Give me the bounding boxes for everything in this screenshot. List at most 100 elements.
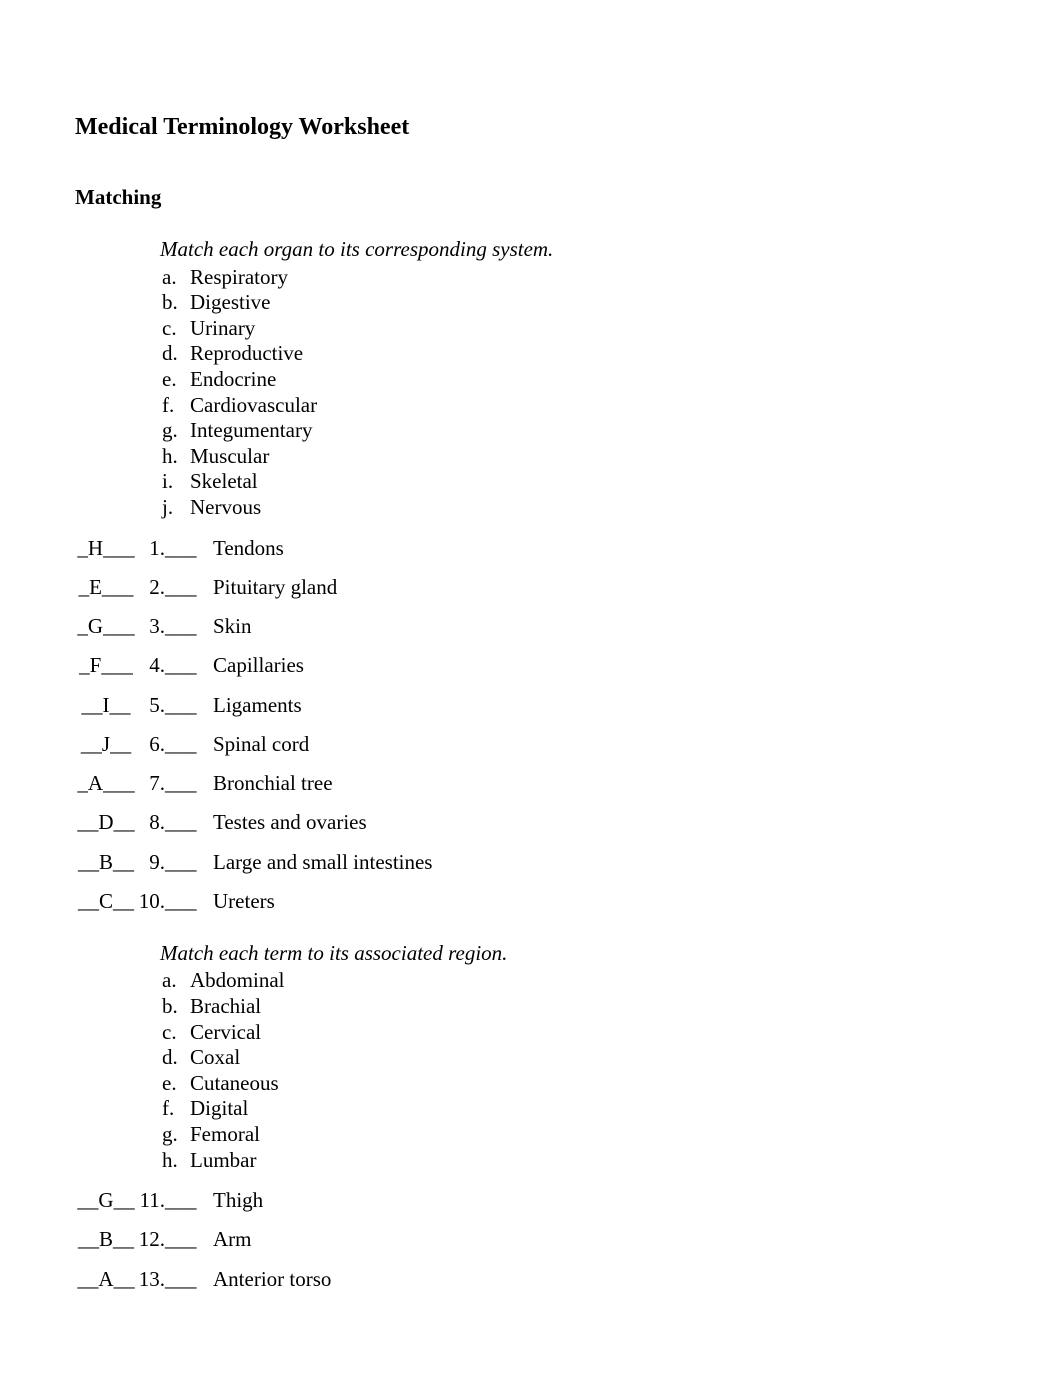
question-row: _H___1___Tendons bbox=[75, 535, 987, 561]
option-text: Cutaneous bbox=[190, 1071, 279, 1097]
question-number: 8 bbox=[137, 809, 165, 835]
question-number: 5 bbox=[137, 692, 165, 718]
option-item: hMuscular bbox=[160, 444, 987, 470]
option-item: bDigestive bbox=[160, 290, 987, 316]
option-item: eEndocrine bbox=[160, 367, 987, 393]
answer-blank: __B__ bbox=[75, 1226, 137, 1252]
option-text: Nervous bbox=[190, 495, 261, 521]
question-number: 7 bbox=[137, 770, 165, 796]
question-row: __A__13___Anterior torso bbox=[75, 1266, 987, 1292]
question-text: Bronchial tree bbox=[213, 770, 987, 796]
group2-option-list: aAbdominal bBrachial cCervical dCoxal eC… bbox=[160, 968, 987, 1173]
question-blank: ___ bbox=[165, 535, 213, 561]
answer-blank: __D__ bbox=[75, 809, 137, 835]
option-item: fCardiovascular bbox=[160, 393, 987, 419]
question-number: 13 bbox=[137, 1266, 165, 1292]
group1-instruction: Match each organ to its corresponding sy… bbox=[160, 236, 987, 262]
option-item: dCoxal bbox=[160, 1045, 987, 1071]
question-blank: ___ bbox=[165, 849, 213, 875]
option-letter: a bbox=[160, 265, 190, 291]
option-letter: b bbox=[160, 994, 190, 1020]
group2-instruction: Match each term to its associated region… bbox=[160, 940, 987, 966]
option-letter: h bbox=[160, 444, 190, 470]
question-row: __B__9___Large and small intestines bbox=[75, 849, 987, 875]
question-text: Tendons bbox=[213, 535, 987, 561]
question-number: 11 bbox=[137, 1187, 165, 1213]
answer-blank: _A___ bbox=[75, 770, 137, 796]
question-row: _A___7___Bronchial tree bbox=[75, 770, 987, 796]
question-text: Testes and ovaries bbox=[213, 809, 987, 835]
question-blank: ___ bbox=[165, 652, 213, 678]
answer-blank: __C__ bbox=[75, 888, 137, 914]
group1-option-list: aRespiratory bDigestive cUrinary dReprod… bbox=[160, 265, 987, 521]
question-row: __J__6___Spinal cord bbox=[75, 731, 987, 757]
question-blank: ___ bbox=[165, 731, 213, 757]
option-text: Femoral bbox=[190, 1122, 260, 1148]
question-blank: ___ bbox=[165, 809, 213, 835]
option-letter: e bbox=[160, 1071, 190, 1097]
answer-blank: _G___ bbox=[75, 613, 137, 639]
option-item: dReproductive bbox=[160, 341, 987, 367]
question-number: 10 bbox=[137, 888, 165, 914]
question-row: __D__8___Testes and ovaries bbox=[75, 809, 987, 835]
option-item: cCervical bbox=[160, 1020, 987, 1046]
question-text: Pituitary gland bbox=[213, 574, 987, 600]
option-text: Skeletal bbox=[190, 469, 258, 495]
question-row: _E___2___Pituitary gland bbox=[75, 574, 987, 600]
question-text: Large and small intestines bbox=[213, 849, 987, 875]
answer-blank: _H___ bbox=[75, 535, 137, 561]
question-text: Spinal cord bbox=[213, 731, 987, 757]
answer-blank: __J__ bbox=[75, 731, 137, 757]
option-letter: d bbox=[160, 341, 190, 367]
question-text: Skin bbox=[213, 613, 987, 639]
question-blank: ___ bbox=[165, 888, 213, 914]
group1-instruction-block: Match each organ to its corresponding sy… bbox=[160, 236, 987, 520]
answer-blank: __I__ bbox=[75, 692, 137, 718]
answer-blank: _E___ bbox=[75, 574, 137, 600]
option-text: Respiratory bbox=[190, 265, 288, 291]
question-row: __G__11___Thigh bbox=[75, 1187, 987, 1213]
option-letter: i bbox=[160, 469, 190, 495]
option-letter: d bbox=[160, 1045, 190, 1071]
answer-blank: __B__ bbox=[75, 849, 137, 875]
option-letter: g bbox=[160, 418, 190, 444]
question-blank: ___ bbox=[165, 1187, 213, 1213]
question-number: 2 bbox=[137, 574, 165, 600]
question-text: Ligaments bbox=[213, 692, 987, 718]
question-row: _G___3___Skin bbox=[75, 613, 987, 639]
option-text: Cervical bbox=[190, 1020, 261, 1046]
question-text: Anterior torso bbox=[213, 1266, 987, 1292]
question-text: Ureters bbox=[213, 888, 987, 914]
option-item: aRespiratory bbox=[160, 265, 987, 291]
option-letter: a bbox=[160, 968, 190, 994]
option-letter: e bbox=[160, 367, 190, 393]
question-blank: ___ bbox=[165, 1266, 213, 1292]
option-item: fDigital bbox=[160, 1096, 987, 1122]
option-item: hLumbar bbox=[160, 1148, 987, 1174]
option-item: bBrachial bbox=[160, 994, 987, 1020]
option-text: Reproductive bbox=[190, 341, 303, 367]
option-letter: f bbox=[160, 1096, 190, 1122]
option-text: Brachial bbox=[190, 994, 261, 1020]
question-row: __I__5___Ligaments bbox=[75, 692, 987, 718]
option-text: Lumbar bbox=[190, 1148, 256, 1174]
option-text: Integumentary bbox=[190, 418, 312, 444]
option-text: Digestive bbox=[190, 290, 270, 316]
option-letter: h bbox=[160, 1148, 190, 1174]
question-blank: ___ bbox=[165, 574, 213, 600]
question-number: 9 bbox=[137, 849, 165, 875]
question-number: 1 bbox=[137, 535, 165, 561]
document-title: Medical Terminology Worksheet bbox=[75, 112, 987, 142]
question-text: Arm bbox=[213, 1226, 987, 1252]
option-letter: c bbox=[160, 316, 190, 342]
question-row: _F___4___Capillaries bbox=[75, 652, 987, 678]
option-text: Endocrine bbox=[190, 367, 276, 393]
question-text: Capillaries bbox=[213, 652, 987, 678]
question-row: __C__10___Ureters bbox=[75, 888, 987, 914]
option-text: Muscular bbox=[190, 444, 269, 470]
question-number: 6 bbox=[137, 731, 165, 757]
question-row: __B__12___Arm bbox=[75, 1226, 987, 1252]
option-letter: c bbox=[160, 1020, 190, 1046]
option-text: Abdominal bbox=[190, 968, 285, 994]
question-blank: ___ bbox=[165, 1226, 213, 1252]
